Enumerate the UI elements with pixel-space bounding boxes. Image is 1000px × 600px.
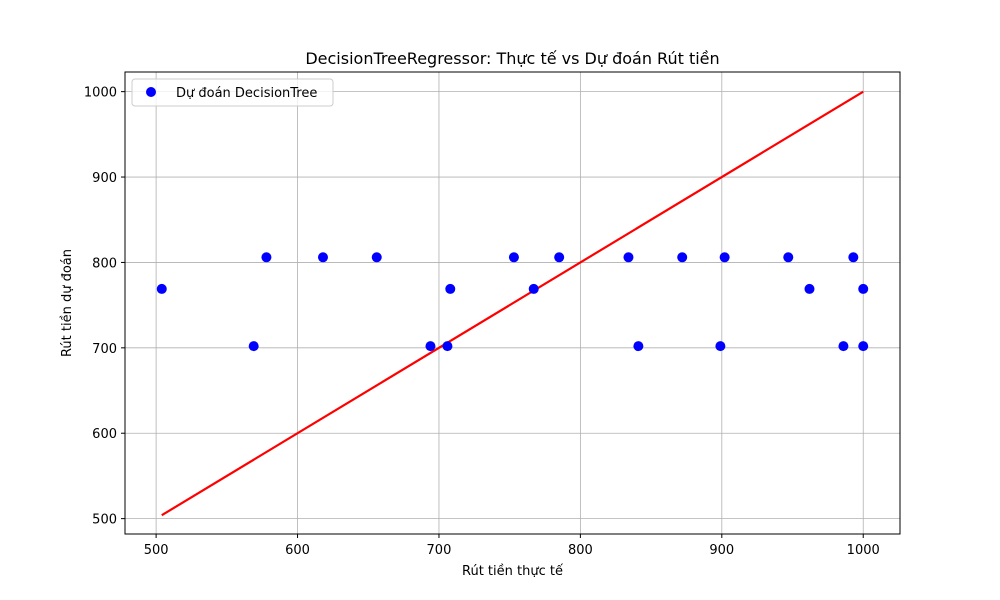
y-axis-ticks: 500 600 700 800 900 1000 — [84, 86, 125, 528]
plot-frame — [124, 71, 901, 535]
scatter-point — [554, 252, 565, 263]
x-tick-label: 700 — [427, 543, 452, 558]
scatter-point — [317, 252, 328, 263]
scatter-point — [261, 252, 272, 263]
x-tick-label: 800 — [568, 543, 593, 558]
scatter-point — [248, 341, 259, 352]
scatter-point — [442, 341, 453, 352]
scatter-point — [677, 252, 688, 263]
y-tick-label: 500 — [92, 513, 117, 528]
scatter-point — [719, 252, 730, 263]
scatter-point — [445, 283, 456, 294]
scatter-point — [715, 341, 726, 352]
scatter-point — [848, 252, 859, 263]
scatter-point — [858, 341, 869, 352]
scatter-point — [425, 341, 436, 352]
legend-marker — [146, 87, 156, 97]
x-tick-label: 600 — [285, 543, 310, 558]
y-tick-label: 800 — [92, 256, 117, 271]
legend-label: Dự đoán DecisionTree — [176, 86, 317, 101]
x-axis-label: Rút tiền thực tế — [462, 564, 563, 579]
scatter-point — [156, 283, 167, 294]
y-tick-label: 700 — [92, 342, 117, 357]
scatter-point — [858, 283, 869, 294]
reference-line-layer — [161, 90, 864, 517]
scatter-point — [623, 252, 634, 263]
reference-line — [161, 90, 864, 517]
x-tick-label: 500 — [144, 543, 169, 558]
chart-title: DecisionTreeRegressor: Thực tế vs Dự đoá… — [305, 49, 719, 68]
scatter-points-layer — [156, 252, 869, 352]
x-axis-ticks: 500 600 700 800 900 1000 — [144, 534, 880, 558]
scatter-point — [528, 283, 539, 294]
scatter-point — [804, 283, 815, 294]
y-tick-label: 1000 — [84, 86, 117, 101]
x-tick-label: 1000 — [847, 543, 880, 558]
x-tick-label: 900 — [709, 543, 734, 558]
y-tick-label: 600 — [92, 427, 117, 442]
scatter-point — [371, 252, 382, 263]
scatter-point — [508, 252, 519, 263]
scatter-point — [838, 341, 849, 352]
y-axis-label: Rút tiền dự đoán — [60, 249, 75, 357]
scatter-point — [783, 252, 794, 263]
legend: Dự đoán DecisionTree — [131, 78, 334, 107]
scatter-point — [633, 341, 644, 352]
y-tick-label: 900 — [92, 171, 117, 186]
legend-box — [131, 78, 334, 107]
